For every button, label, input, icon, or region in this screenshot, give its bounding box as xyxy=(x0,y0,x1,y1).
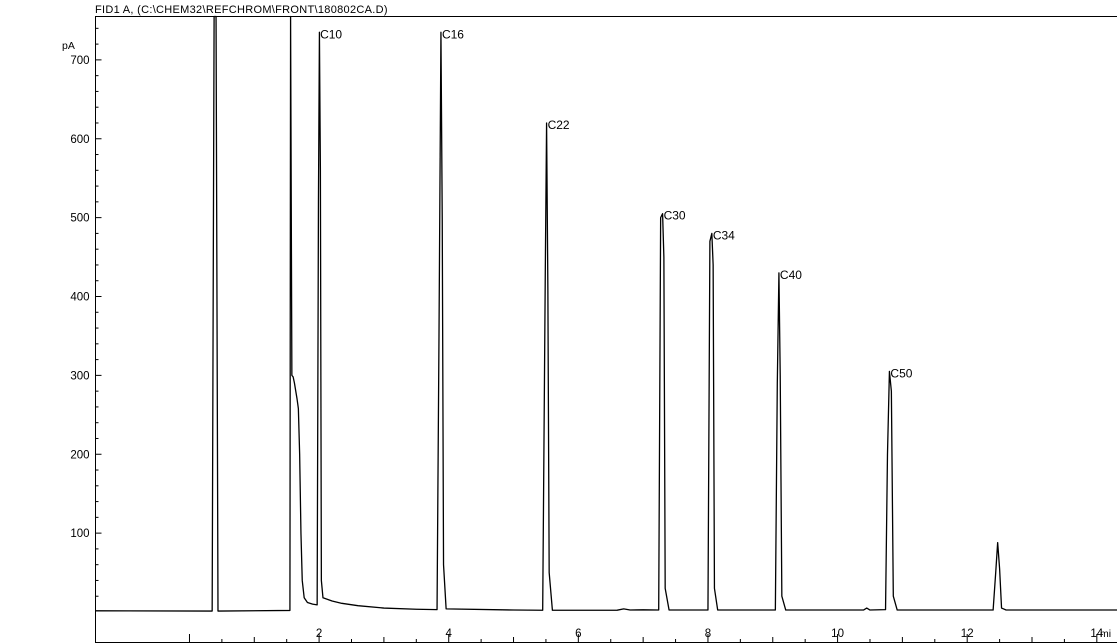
y-tick-label: 100 xyxy=(70,528,89,540)
y-tick-label: 300 xyxy=(70,370,89,382)
x-tick-label: 10 xyxy=(831,628,844,640)
y-tick-label: 600 xyxy=(70,134,89,146)
peak-label-c30: C30 xyxy=(664,209,686,223)
x-tick-label: 2 xyxy=(316,628,322,640)
x-tick-label: 6 xyxy=(575,628,581,640)
peak-label-c50: C50 xyxy=(890,366,912,380)
axis-tick-labels: 100 200 300 400 500 600 700 2 4 6 8 10 12 14 xyxy=(70,55,1104,640)
y-tick-label: 500 xyxy=(70,213,89,225)
x-tick-label: 12 xyxy=(961,628,974,640)
peak-annotations: C10 C16 C22 C30 C34 C40 C50 xyxy=(320,27,913,380)
axis-ticks xyxy=(95,27,1098,642)
x-tick-label: 8 xyxy=(705,628,711,640)
peak-label-c22: C22 xyxy=(548,118,570,132)
x-tick-label: 4 xyxy=(446,628,453,640)
chart-title: FID1 A, (C:\CHEM32\REFCHROM\FRONT\180802… xyxy=(95,4,388,16)
y-tick-label: 400 xyxy=(70,292,89,304)
y-tick-label: 200 xyxy=(70,449,89,461)
x-tick-label: 14 xyxy=(1090,628,1103,640)
peak-label-c10: C10 xyxy=(320,27,342,41)
peak-label-c40: C40 xyxy=(780,268,802,282)
peak-label-c16: C16 xyxy=(442,27,464,41)
series-layer xyxy=(95,15,1117,612)
fid-signal-trace xyxy=(95,15,1117,612)
y-axis-unit: pA xyxy=(62,40,75,52)
x-axis-unit: mi xyxy=(1100,628,1111,640)
y-tick-label: 700 xyxy=(70,55,89,67)
peak-label-c34: C34 xyxy=(713,228,735,242)
